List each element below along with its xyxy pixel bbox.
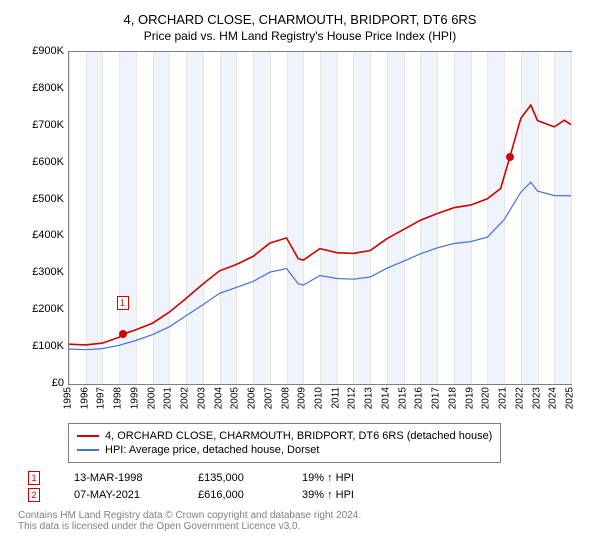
footer-attribution: Contains HM Land Registry data © Crown c… [18, 510, 582, 532]
x-tick-label: 2008 [280, 387, 291, 409]
legend: 4, ORCHARD CLOSE, CHARMOUTH, BRIDPORT, D… [68, 423, 501, 463]
chart-subtitle: Price paid vs. HM Land Registry's House … [18, 29, 582, 43]
legend-label: 4, ORCHARD CLOSE, CHARMOUTH, BRIDPORT, D… [105, 430, 492, 442]
chart-area: £0£100K£200K£300K£400K£500K£600K£700K£80… [18, 51, 582, 415]
x-tick-label: 2002 [180, 387, 191, 409]
x-tick-label: 1996 [79, 387, 90, 409]
sales-table: 1 13-MAR-1998 £135,000 19% ↑ HPI 2 07-MAY-202… [28, 471, 582, 502]
x-tick-label: 2012 [347, 387, 358, 409]
y-tick-label: £600K [32, 156, 64, 168]
y-tick-label: £800K [32, 82, 64, 94]
y-tick-label: £900K [32, 45, 64, 57]
x-tick-label: 1995 [63, 387, 74, 409]
x-tick-label: 2007 [263, 387, 274, 409]
sale-marker [119, 330, 127, 338]
y-tick-label: £100K [32, 340, 64, 352]
x-tick-label: 2011 [330, 387, 341, 409]
sale-row-marker: 1 [28, 471, 40, 485]
footer-line-2: This data is licensed under the Open Gov… [18, 521, 582, 532]
x-tick-label: 2020 [481, 387, 492, 409]
sale-date: 13-MAR-1998 [74, 472, 164, 484]
x-tick-label: 2000 [146, 387, 157, 409]
x-tick-label: 1999 [129, 387, 140, 409]
x-tick-label: 2014 [380, 387, 391, 409]
x-tick-label: 2004 [213, 387, 224, 409]
x-tick-label: 2001 [163, 387, 174, 409]
x-tick-label: 2010 [314, 387, 325, 409]
y-tick-label: £300K [32, 266, 64, 278]
sale-price: £135,000 [198, 472, 268, 484]
x-tick-label: 2018 [447, 387, 458, 409]
x-axis: 1995199619971998199920002001200220032004… [68, 385, 572, 415]
sale-delta: 39% ↑ HPI [302, 489, 382, 501]
x-tick-label: 2013 [364, 387, 375, 409]
plot-area: 12 [68, 51, 572, 385]
x-tick-label: 2019 [464, 387, 475, 409]
sale-marker-label: 1 [117, 296, 129, 310]
x-tick-label: 2009 [297, 387, 308, 409]
series-line [69, 182, 571, 350]
sale-marker [506, 153, 514, 161]
sale-delta: 19% ↑ HPI [302, 472, 382, 484]
chart-title: 4, ORCHARD CLOSE, CHARMOUTH, BRIDPORT, D… [18, 12, 582, 27]
x-tick-label: 2016 [414, 387, 425, 409]
legend-swatch [77, 449, 99, 451]
x-tick-label: 2005 [230, 387, 241, 409]
x-tick-label: 2017 [431, 387, 442, 409]
footer-line-1: Contains HM Land Registry data © Crown c… [18, 510, 582, 521]
x-tick-label: 2022 [514, 387, 525, 409]
x-tick-label: 1997 [96, 387, 107, 409]
x-tick-label: 2025 [565, 387, 576, 409]
y-tick-label: £200K [32, 303, 64, 315]
y-tick-label: £400K [32, 229, 64, 241]
legend-item: 4, ORCHARD CLOSE, CHARMOUTH, BRIDPORT, D… [77, 430, 492, 442]
legend-label: HPI: Average price, detached house, Dors… [105, 444, 319, 456]
x-tick-label: 1998 [113, 387, 124, 409]
gridline [571, 52, 572, 384]
x-tick-label: 2006 [247, 387, 258, 409]
x-tick-label: 2021 [498, 387, 509, 409]
x-tick-label: 2024 [548, 387, 559, 409]
x-tick-label: 2003 [196, 387, 207, 409]
legend-swatch [77, 435, 99, 437]
sale-row-marker: 2 [28, 488, 40, 502]
sale-row: 1 13-MAR-1998 £135,000 19% ↑ HPI [28, 471, 582, 485]
y-tick-label: £700K [32, 119, 64, 131]
sale-date: 07-MAY-2021 [74, 489, 164, 501]
y-tick-label: £500K [32, 193, 64, 205]
sale-price: £616,000 [198, 489, 268, 501]
x-tick-label: 2023 [531, 387, 542, 409]
legend-item: HPI: Average price, detached house, Dors… [77, 444, 492, 456]
x-tick-label: 2015 [397, 387, 408, 409]
sale-row: 2 07-MAY-2021 £616,000 39% ↑ HPI [28, 488, 582, 502]
y-axis: £0£100K£200K£300K£400K£500K£600K£700K£80… [18, 51, 68, 385]
series-line [69, 105, 571, 345]
